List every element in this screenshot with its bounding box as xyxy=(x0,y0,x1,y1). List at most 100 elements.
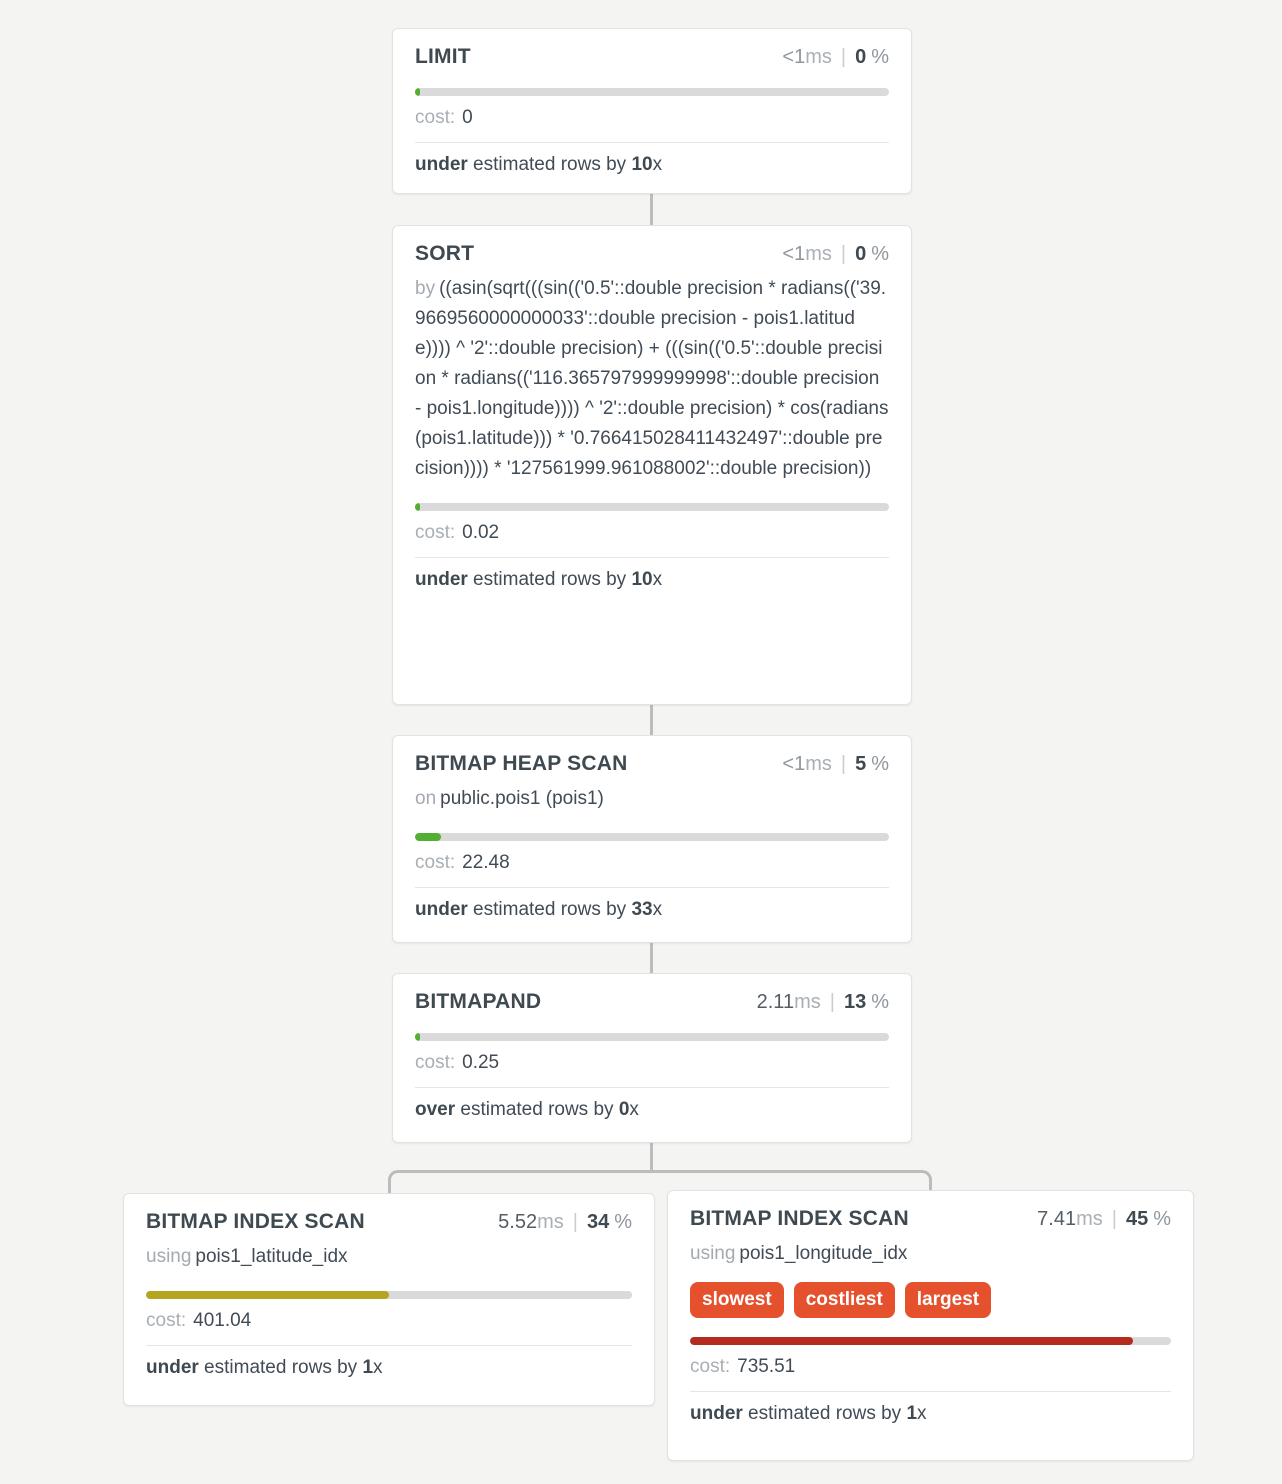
divider xyxy=(415,1087,889,1088)
detail-keyword: using xyxy=(146,1246,192,1267)
node-header: SORT <1ms | 0% xyxy=(415,242,889,266)
cost-label: cost: xyxy=(415,107,456,128)
progress-bar xyxy=(146,1291,632,1299)
node-header: BITMAP INDEX SCAN 5.52ms | 34% xyxy=(146,1210,632,1234)
progress-bar xyxy=(415,503,889,511)
progress-bar xyxy=(415,88,889,96)
percent-unit: % xyxy=(871,243,889,265)
percent-unit: % xyxy=(871,753,889,775)
estimate-footer: under estimated rows by 1x xyxy=(146,1346,632,1379)
cost-label: cost: xyxy=(690,1356,731,1377)
plan-node-bitmap-heap-scan[interactable]: BITMAP HEAP SCAN <1ms | 5% on public.pois1 … xyxy=(392,735,912,943)
metrics-separator: | xyxy=(1111,1208,1117,1230)
metrics-separator: | xyxy=(572,1211,578,1233)
plan-node-bitmapand[interactable]: BITMAPAND 2.11ms | 13% cost: 0.25 over esti… xyxy=(392,973,912,1143)
estimate-direction: under xyxy=(690,1403,743,1424)
estimate-suffix: x xyxy=(629,1099,639,1120)
estimate-direction: under xyxy=(146,1357,199,1378)
progress-bar-fill xyxy=(415,833,442,841)
progress-bar xyxy=(690,1337,1171,1345)
cost-value: 0.02 xyxy=(462,522,500,543)
detail-keyword: by xyxy=(415,278,436,299)
node-type-label: BITMAP HEAP SCAN xyxy=(415,752,628,775)
estimate-text: estimated rows by xyxy=(467,899,632,920)
index-line: using pois1_longitude_idx xyxy=(690,1239,1171,1269)
estimate-text: estimated rows by xyxy=(198,1357,363,1378)
node-header: BITMAP HEAP SCAN <1ms | 5% xyxy=(415,752,889,776)
connector-bitmapand-stub xyxy=(650,1143,653,1173)
plan-node-bitmap-index-scan-longitude[interactable]: BITMAP INDEX SCAN 7.41ms | 45% using pois1_… xyxy=(667,1190,1194,1461)
estimate-text: estimated rows by xyxy=(455,1099,619,1120)
divider xyxy=(146,1345,632,1346)
plan-node-limit[interactable]: LIMIT <1ms | 0% cost: 0 under estimated row… xyxy=(392,28,912,194)
estimate-factor: 10 xyxy=(631,569,653,590)
relation-line: on public.pois1 (pois1) xyxy=(415,784,889,814)
duration-unit: ms xyxy=(805,753,832,775)
duration-value: <1 xyxy=(782,243,806,265)
duration-value: 5.52 xyxy=(498,1211,538,1233)
estimate-factor: 1 xyxy=(906,1403,918,1424)
node-type-label: LIMIT xyxy=(415,45,471,68)
detail-keyword: using xyxy=(690,1243,736,1264)
cost-label: cost: xyxy=(415,852,456,873)
cost-value: 401.04 xyxy=(193,1310,252,1331)
cost-label: cost: xyxy=(415,522,456,543)
detail-text: pois1_latitude_idx xyxy=(195,1246,348,1267)
detail-text: public.pois1 (pois1) xyxy=(440,788,604,809)
connector-heapscan-bitmapand xyxy=(650,943,653,975)
connector-limit-sort xyxy=(650,194,653,227)
percent-unit: % xyxy=(1153,1208,1171,1230)
percent-value: 45 xyxy=(1125,1208,1149,1230)
largest-badge: largest xyxy=(904,1282,992,1318)
cost-line: cost: 22.48 xyxy=(415,852,889,874)
cost-value: 0.25 xyxy=(462,1052,500,1073)
percent-value: 5 xyxy=(855,753,867,775)
progress-bar-fill xyxy=(415,88,420,96)
duration-unit: ms xyxy=(1076,1208,1103,1230)
cost-line: cost: 0.25 xyxy=(415,1052,889,1074)
divider xyxy=(415,142,889,143)
node-type-label: BITMAP INDEX SCAN xyxy=(146,1210,365,1233)
percent-value: 0 xyxy=(855,243,867,265)
estimate-suffix: x xyxy=(373,1357,383,1378)
plan-node-bitmap-index-scan-latitude[interactable]: BITMAP INDEX SCAN 5.52ms | 34% using pois1_… xyxy=(123,1193,655,1406)
estimate-footer: under estimated rows by 10x xyxy=(415,143,889,176)
duration-unit: ms xyxy=(794,991,821,1013)
divider xyxy=(690,1391,1171,1392)
node-header: LIMIT <1ms | 0% xyxy=(415,45,889,69)
estimate-text: estimated rows by xyxy=(467,154,632,175)
detail-text: pois1_longitude_idx xyxy=(739,1243,908,1264)
sort-key-expression: by ((asin(sqrt(((sin(('0.5'::double preci… xyxy=(415,274,889,484)
progress-bar-fill xyxy=(146,1291,389,1299)
detail-keyword: on xyxy=(415,788,437,809)
duration-unit: ms xyxy=(805,46,832,68)
node-metrics: <1ms | 5% xyxy=(782,753,889,776)
duration-value: 7.41 xyxy=(1037,1208,1077,1230)
duration-value: <1 xyxy=(782,46,806,68)
cost-label: cost: xyxy=(415,1052,456,1073)
estimate-footer: over estimated rows by 0x xyxy=(415,1088,889,1121)
progress-bar-fill xyxy=(690,1337,1133,1345)
duration-unit: ms xyxy=(805,243,832,265)
estimate-suffix: x xyxy=(917,1403,927,1424)
progress-bar xyxy=(415,833,889,841)
estimate-footer: under estimated rows by 33x xyxy=(415,888,889,921)
cost-value: 0 xyxy=(462,107,473,128)
cost-value: 735.51 xyxy=(737,1356,796,1377)
estimate-direction: over xyxy=(415,1099,456,1120)
cost-line: cost: 401.04 xyxy=(146,1310,632,1332)
node-metrics: <1ms | 0% xyxy=(782,243,889,266)
estimate-text: estimated rows by xyxy=(467,569,632,590)
duration-unit: ms xyxy=(537,1211,564,1233)
plan-node-sort[interactable]: SORT <1ms | 0% by ((asin(sqrt(((sin(('0.5':… xyxy=(392,225,912,705)
cost-line: cost: 735.51 xyxy=(690,1356,1171,1378)
estimate-suffix: x xyxy=(652,569,663,590)
percent-unit: % xyxy=(871,991,889,1013)
node-header: BITMAP INDEX SCAN 7.41ms | 45% xyxy=(690,1207,1171,1231)
badge-row: slowest costliest largest xyxy=(690,1282,1171,1318)
estimate-direction: under xyxy=(415,154,468,175)
percent-unit: % xyxy=(871,46,889,68)
node-metrics: <1ms | 0% xyxy=(782,46,889,69)
node-type-label: BITMAPAND xyxy=(415,990,542,1013)
